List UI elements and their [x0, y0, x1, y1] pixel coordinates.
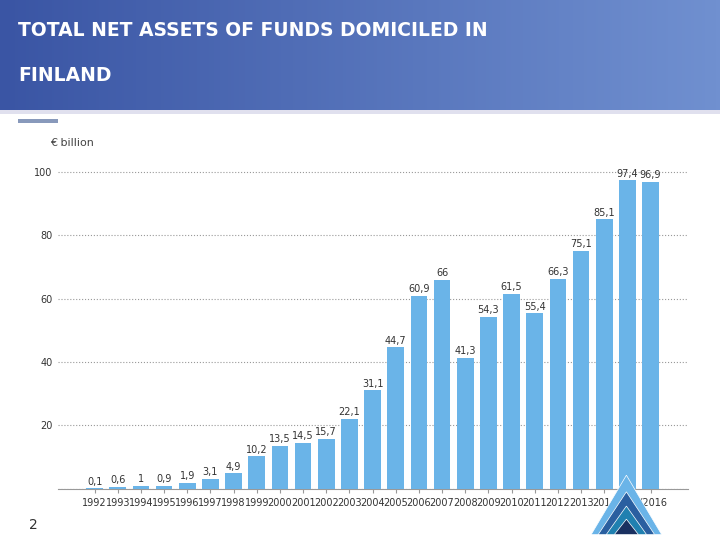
Bar: [480, 317, 497, 489]
Bar: [433, 280, 451, 489]
Text: 66: 66: [436, 268, 449, 278]
Text: 4,9: 4,9: [226, 462, 241, 471]
Text: 0,1: 0,1: [87, 477, 102, 487]
Text: 10,2: 10,2: [246, 445, 268, 455]
Text: 1: 1: [138, 474, 144, 484]
Text: 41,3: 41,3: [454, 346, 476, 356]
Bar: [410, 296, 427, 489]
Text: 96,9: 96,9: [640, 170, 662, 180]
Text: FINLAND: FINLAND: [18, 66, 112, 85]
Text: 54,3: 54,3: [477, 305, 499, 315]
Text: 85,1: 85,1: [593, 208, 615, 218]
Text: 0,6: 0,6: [110, 475, 125, 485]
Bar: [225, 473, 242, 489]
Bar: [387, 347, 404, 489]
Bar: [596, 219, 613, 489]
Bar: [573, 251, 590, 489]
Text: 97,4: 97,4: [616, 168, 638, 179]
Text: 3,1: 3,1: [203, 467, 218, 477]
Bar: [526, 313, 543, 489]
Text: 75,1: 75,1: [570, 239, 592, 249]
Bar: [109, 487, 126, 489]
Polygon shape: [591, 475, 662, 535]
Text: € billion: € billion: [50, 138, 94, 148]
Polygon shape: [606, 506, 647, 535]
Bar: [179, 483, 196, 489]
Text: 55,4: 55,4: [524, 302, 546, 312]
Text: 31,1: 31,1: [362, 379, 383, 389]
Text: 13,5: 13,5: [269, 434, 291, 444]
Bar: [341, 418, 358, 489]
Text: 0,9: 0,9: [156, 474, 172, 484]
Bar: [271, 446, 288, 489]
Bar: [248, 456, 265, 489]
Text: 22,1: 22,1: [338, 407, 360, 417]
Text: 15,7: 15,7: [315, 427, 337, 437]
Text: 14,5: 14,5: [292, 431, 314, 441]
Text: 60,9: 60,9: [408, 284, 430, 294]
Text: TOTAL NET ASSETS OF FUNDS DOMICILED IN: TOTAL NET ASSETS OF FUNDS DOMICILED IN: [18, 22, 487, 40]
Bar: [549, 279, 567, 489]
Text: 2: 2: [29, 518, 37, 532]
Bar: [642, 182, 659, 489]
Bar: [156, 486, 172, 489]
Bar: [132, 485, 149, 489]
Bar: [294, 443, 312, 489]
Bar: [364, 390, 381, 489]
Bar: [619, 180, 636, 489]
Text: 66,3: 66,3: [547, 267, 569, 277]
Polygon shape: [614, 519, 639, 535]
Text: 61,5: 61,5: [501, 282, 523, 292]
Polygon shape: [598, 492, 654, 535]
Bar: [503, 294, 520, 489]
Text: 44,7: 44,7: [385, 335, 407, 346]
Bar: [202, 479, 219, 489]
Bar: [457, 358, 474, 489]
Text: 1,9: 1,9: [179, 471, 195, 481]
Bar: [318, 439, 335, 489]
